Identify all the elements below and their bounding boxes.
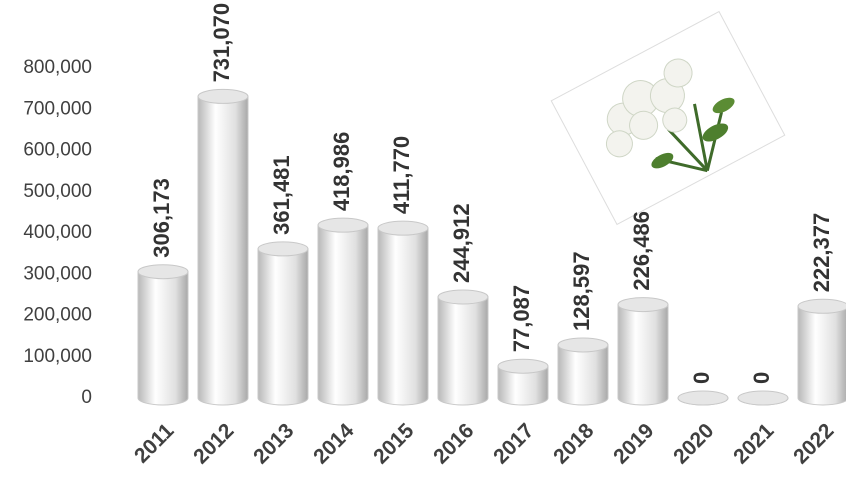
bar-top: [257, 241, 309, 257]
bar-top: [617, 297, 669, 313]
bar-top: [557, 337, 609, 353]
value-label: 128,597: [569, 251, 594, 331]
cylinder: [197, 88, 249, 406]
value-label: 361,481: [269, 155, 294, 235]
x-tick-label: 2015: [369, 419, 419, 469]
bar-top: [497, 358, 549, 374]
y-tick-label: 100,000: [23, 346, 92, 367]
bar-top: [737, 390, 789, 406]
flower-image: [550, 10, 786, 226]
bar: [257, 248, 309, 406]
y-tick-label: 300,000: [23, 263, 92, 284]
value-label: 411,770: [389, 136, 414, 214]
cylinder: [617, 297, 669, 406]
cylinder: [557, 337, 609, 406]
value-label: 77,087: [509, 285, 534, 352]
cylinder: [677, 390, 729, 406]
bar-top: [377, 220, 429, 236]
y-tick-label: 800,000: [23, 57, 92, 78]
cylinder: [497, 358, 549, 406]
bar: [557, 344, 609, 406]
x-tick-label: 2013: [249, 419, 298, 468]
cylinder: [317, 217, 369, 406]
bar: [137, 271, 189, 406]
y-tick-label: 400,000: [23, 222, 92, 243]
y-tick-label: 0: [81, 387, 92, 408]
cylinder: [797, 298, 846, 406]
value-label: 226,486: [629, 211, 654, 291]
value-label: 306,173: [149, 178, 174, 258]
x-tick-label: 2017: [489, 419, 538, 468]
x-tick-label: 2011: [130, 419, 179, 468]
value-label: 222,377: [809, 213, 834, 293]
x-tick-label: 2012: [189, 419, 238, 468]
bar-top: [197, 88, 249, 104]
y-tick-label: 500,000: [23, 181, 92, 202]
bar: [497, 365, 549, 406]
bar: [617, 304, 669, 406]
x-tick-label: 2022: [789, 419, 838, 468]
x-tick-label: 2018: [549, 419, 599, 469]
bar-top: [137, 264, 189, 280]
x-tick-label: 2020: [669, 419, 718, 468]
value-label: 418,986: [329, 132, 354, 212]
cylinder: [257, 241, 309, 406]
y-tick-label: 200,000: [23, 305, 92, 326]
y-tick-label: 600,000: [23, 140, 92, 161]
x-tick-label: 2021: [729, 419, 779, 469]
bar: [437, 296, 489, 406]
x-tick-label: 2019: [609, 419, 658, 468]
y-tick-label: 700,000: [23, 98, 92, 119]
value-label: 0: [689, 372, 714, 384]
bar: [377, 227, 429, 406]
cylinder: [377, 220, 429, 406]
bar: [197, 95, 249, 406]
bar-top: [317, 217, 369, 233]
bar-top: [797, 298, 846, 314]
cylinder: [437, 289, 489, 406]
x-tick-label: 2014: [309, 419, 359, 469]
bar: [797, 305, 846, 406]
value-label: 244,912: [449, 203, 474, 283]
cylinder: [137, 264, 189, 406]
bar-top: [677, 390, 729, 406]
bar-top: [437, 289, 489, 305]
x-tick-label: 2016: [429, 419, 478, 468]
bar: [317, 224, 369, 406]
value-label: 0: [749, 372, 774, 384]
cylinder: [737, 390, 789, 406]
value-label: 731,070: [209, 3, 234, 83]
